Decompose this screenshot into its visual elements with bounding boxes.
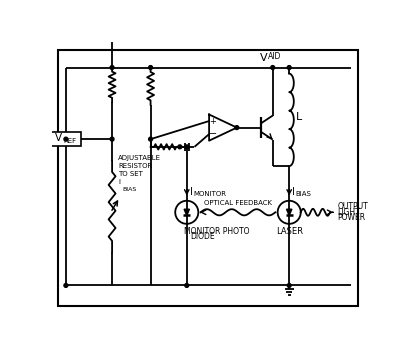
Circle shape [178,145,182,149]
Text: BIAS: BIAS [295,191,311,197]
Text: LASER: LASER [276,227,303,236]
Circle shape [64,137,68,141]
Circle shape [64,284,68,287]
Polygon shape [184,209,189,216]
FancyBboxPatch shape [58,50,359,306]
Text: I: I [190,187,193,197]
Text: POWER: POWER [338,213,366,222]
Text: REF: REF [64,138,77,144]
Text: DIODE: DIODE [190,232,215,241]
Text: +: + [210,117,216,126]
Text: −: − [209,129,217,139]
Circle shape [185,284,188,287]
Text: ADJUSTABLE
RESISTOR
TO SET
I: ADJUSTABLE RESISTOR TO SET I [118,154,161,185]
Circle shape [287,66,291,69]
Circle shape [149,66,153,69]
FancyBboxPatch shape [51,132,80,146]
Circle shape [271,66,275,69]
Text: OUTPUT: OUTPUT [338,203,368,211]
Text: V: V [55,133,62,143]
Circle shape [235,126,239,130]
Circle shape [185,145,188,149]
Text: MONITOR: MONITOR [193,191,226,197]
Circle shape [149,137,153,141]
Text: BIAS: BIAS [122,187,136,192]
Text: OPTICAL FEEDBACK: OPTICAL FEEDBACK [204,200,272,206]
Text: AID: AID [268,52,281,61]
Text: MONITOR PHOTO: MONITOR PHOTO [184,227,249,236]
Polygon shape [286,209,292,216]
Text: V: V [260,53,268,63]
Circle shape [287,284,291,287]
Circle shape [110,66,114,69]
Circle shape [110,137,114,141]
Text: LIGHT: LIGHT [338,208,360,217]
Text: I: I [292,187,295,197]
Text: L: L [296,112,302,122]
